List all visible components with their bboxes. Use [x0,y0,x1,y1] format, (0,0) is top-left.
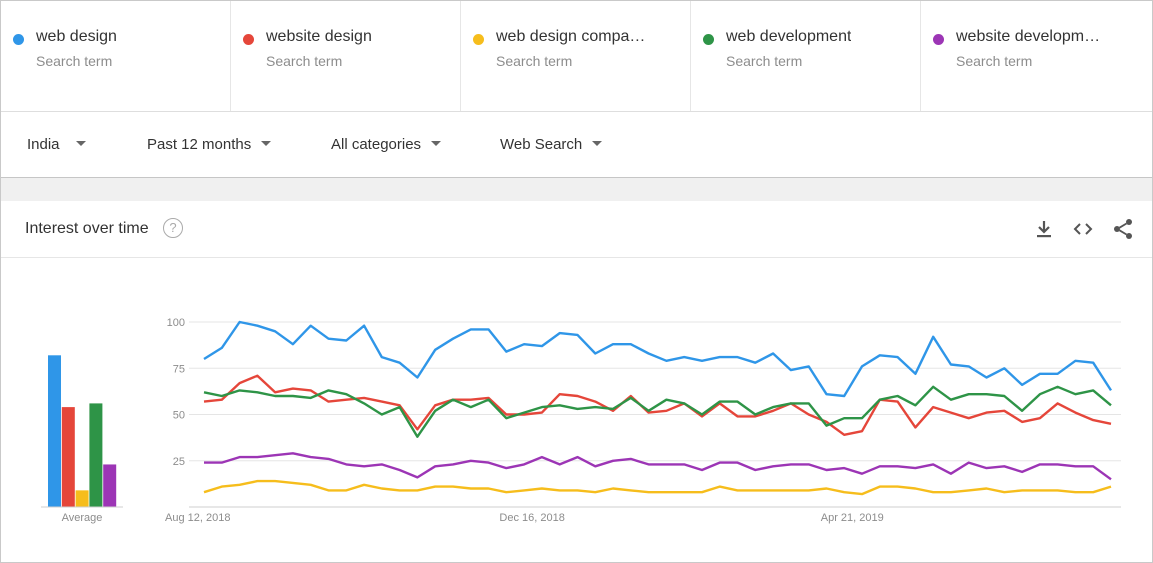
average-bar-chart: Average [41,355,123,524]
search-term-5[interactable]: website developm… Search term [921,1,1152,111]
average-bar-3 [75,490,89,507]
filter-bar: India Past 12 months All categories Web … [1,112,1152,178]
caret-down-icon [75,140,86,146]
time-range-dropdown-label: Past 12 months [147,136,252,153]
search-type-dropdown[interactable]: Web Search [500,136,603,153]
section-divider [1,178,1152,201]
embed-code-icon[interactable] [1071,217,1095,241]
search-term-type: Search term [956,53,1033,69]
search-term-name: website developm… [956,28,1101,45]
search-type-dropdown-label: Web Search [500,136,583,153]
x-tick-label: Aug 12, 2018 [165,512,230,524]
average-bar-5 [103,464,117,507]
card-title: Interest over time [25,220,149,237]
search-term-name: web design [36,28,117,45]
series-color-dot [13,34,24,45]
y-tick-label: 25 [173,456,185,468]
search-terms-bar: web design Search term website design Se… [1,1,1152,112]
download-icon[interactable] [1032,217,1056,241]
y-tick-label: 75 [173,363,185,375]
search-term-2[interactable]: website design Search term [231,1,461,111]
y-tick-label: 50 [173,410,185,422]
series-line-5 [204,452,1112,481]
y-tick-label: 100 [167,317,185,329]
category-dropdown[interactable]: All categories [331,136,442,153]
x-tick-label: Apr 21, 2019 [821,512,884,524]
series-color-dot [243,34,254,45]
search-term-name: web design compa… [496,28,646,45]
average-bar-4 [89,403,103,507]
series-color-dot [703,34,714,45]
line-chart: 25 50 75 100 Aug 12, 2018 Dec 16, 2018 Apr 21,… [165,317,1121,524]
region-dropdown-label: India [27,136,60,153]
series-color-dot [933,34,944,45]
caret-down-icon [261,140,272,146]
category-dropdown-label: All categories [331,136,422,153]
search-term-4[interactable]: web development Search term [691,1,921,111]
interest-over-time-chart: Average 25 50 75 100 Aug 12, 2018 Dec 16, 201… [41,317,1121,524]
average-label: Average [62,512,103,524]
average-bar-1 [48,355,61,507]
series-line-3 [203,479,1112,496]
search-term-type: Search term [726,53,803,69]
series-line-1 [203,320,1113,398]
search-term-3[interactable]: web design compa… Search term [461,1,691,111]
card-header: Interest over time ? [1,201,1152,258]
region-dropdown[interactable]: India [27,136,86,153]
search-term-type: Search term [266,53,343,69]
search-term-name: website design [266,28,372,45]
x-tick-label: Dec 16, 2018 [499,512,564,524]
time-range-dropdown[interactable]: Past 12 months [147,136,272,153]
search-term-type: Search term [496,53,573,69]
caret-down-icon [592,140,603,146]
caret-down-icon [431,140,442,146]
help-icon[interactable]: ? [163,218,183,238]
share-icon[interactable] [1111,217,1135,241]
series-color-dot [473,34,484,45]
interest-over-time-card: Interest over time ? Average 25 50 75 100 Au… [1,201,1152,562]
search-term-type: Search term [36,53,113,69]
search-term-name: web development [726,28,852,45]
search-term-1[interactable]: web design Search term [1,1,231,111]
series-line-4 [203,385,1112,438]
average-bar-2 [61,407,75,507]
